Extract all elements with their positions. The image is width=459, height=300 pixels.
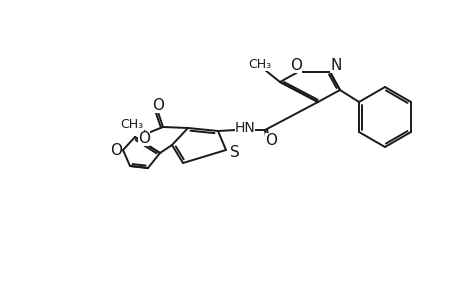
Text: CH₃: CH₃ <box>120 118 143 130</box>
Text: O: O <box>138 130 150 146</box>
Text: O: O <box>151 98 164 112</box>
Text: O: O <box>264 133 276 148</box>
Text: N: N <box>330 58 341 73</box>
Text: S: S <box>230 145 239 160</box>
Text: HN: HN <box>234 121 255 135</box>
Text: O: O <box>110 142 122 158</box>
Text: O: O <box>289 58 302 73</box>
Text: CH₃: CH₃ <box>248 58 271 70</box>
